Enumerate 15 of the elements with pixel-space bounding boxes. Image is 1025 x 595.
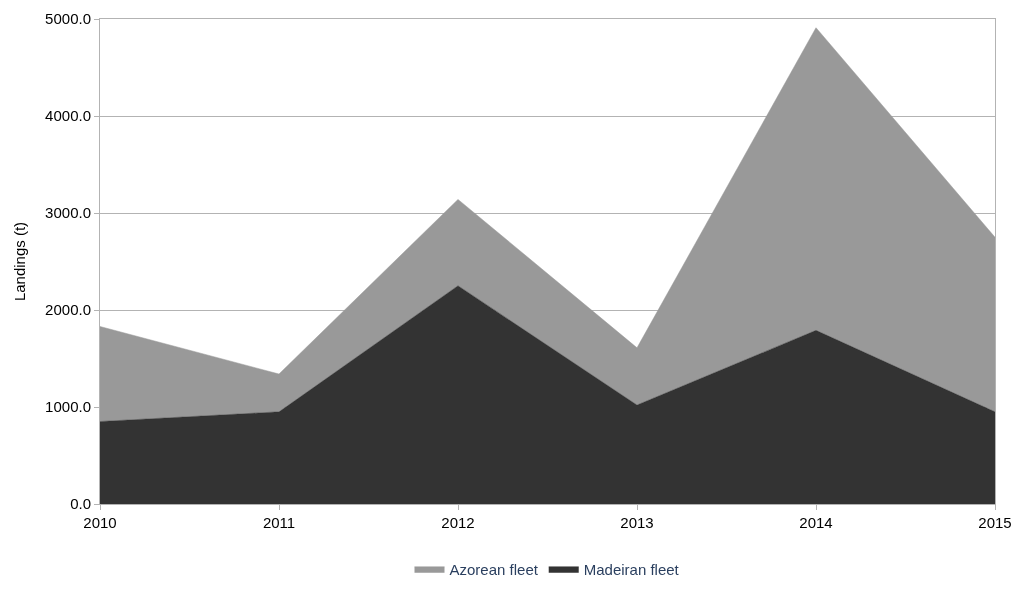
y-tick-label: 0.0 [70,495,91,513]
y-tick-label: 4000.0 [45,107,91,125]
legend-label: Azorean fleet [449,560,539,578]
y-tick-label: 5000.0 [45,10,91,28]
y-tick-label: 3000.0 [45,204,91,222]
x-tick-label: 2014 [799,514,833,531]
x-tick-label: 2010 [83,514,117,531]
x-tick-label: 2011 [262,514,296,531]
x-tick-label: 2012 [441,514,475,531]
y-tick-label: 2000.0 [45,301,91,319]
x-tick-label: 2015 [978,514,1012,531]
y-axis-title: Landings (t) [11,221,29,302]
legend-label: Madeiran fleet [583,560,680,578]
y-tick-label: 1000.0 [45,398,91,416]
x-tick-label: 2013 [620,514,654,531]
